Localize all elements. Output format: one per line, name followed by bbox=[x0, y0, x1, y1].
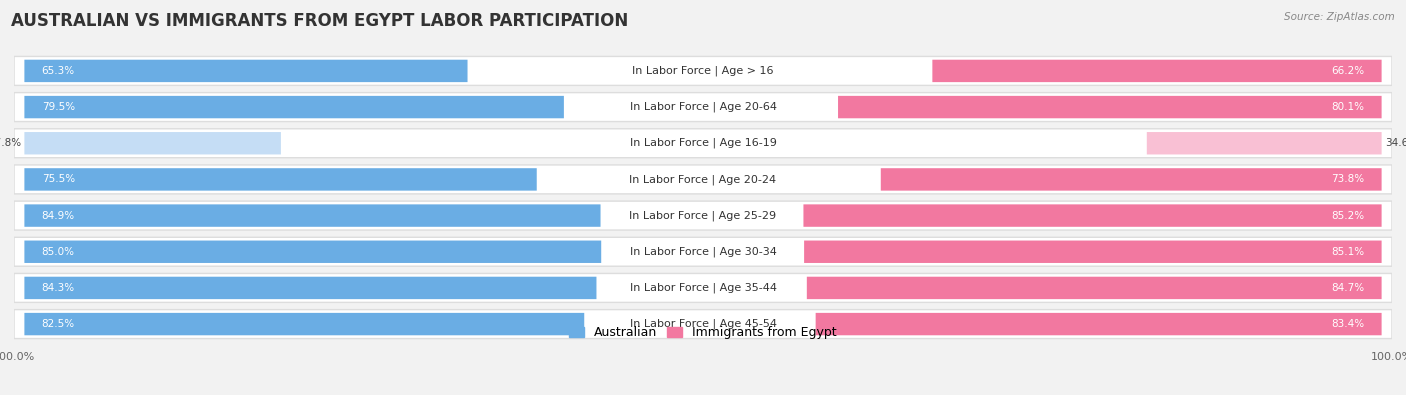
Text: 37.8%: 37.8% bbox=[0, 138, 21, 148]
Text: In Labor Force | Age 45-54: In Labor Force | Age 45-54 bbox=[630, 319, 776, 329]
Text: In Labor Force | Age 20-64: In Labor Force | Age 20-64 bbox=[630, 102, 776, 112]
FancyBboxPatch shape bbox=[24, 60, 468, 82]
FancyBboxPatch shape bbox=[24, 313, 585, 335]
FancyBboxPatch shape bbox=[815, 313, 1382, 335]
FancyBboxPatch shape bbox=[14, 56, 1392, 85]
FancyBboxPatch shape bbox=[803, 204, 1382, 227]
FancyBboxPatch shape bbox=[14, 92, 1392, 122]
FancyBboxPatch shape bbox=[24, 241, 602, 263]
Text: 85.1%: 85.1% bbox=[1331, 247, 1364, 257]
Text: In Labor Force | Age 16-19: In Labor Force | Age 16-19 bbox=[630, 138, 776, 149]
FancyBboxPatch shape bbox=[14, 273, 1392, 303]
Text: 34.6%: 34.6% bbox=[1385, 138, 1406, 148]
FancyBboxPatch shape bbox=[14, 165, 1392, 194]
FancyBboxPatch shape bbox=[24, 277, 596, 299]
FancyBboxPatch shape bbox=[14, 237, 1392, 266]
Text: 73.8%: 73.8% bbox=[1331, 175, 1364, 184]
Text: 80.1%: 80.1% bbox=[1331, 102, 1364, 112]
Text: 79.5%: 79.5% bbox=[42, 102, 75, 112]
FancyBboxPatch shape bbox=[838, 96, 1382, 118]
Text: 84.9%: 84.9% bbox=[42, 211, 75, 220]
Text: 75.5%: 75.5% bbox=[42, 175, 75, 184]
Text: 84.3%: 84.3% bbox=[42, 283, 75, 293]
Text: In Labor Force | Age 30-34: In Labor Force | Age 30-34 bbox=[630, 246, 776, 257]
FancyBboxPatch shape bbox=[804, 241, 1382, 263]
FancyBboxPatch shape bbox=[14, 201, 1392, 230]
FancyBboxPatch shape bbox=[14, 310, 1392, 339]
FancyBboxPatch shape bbox=[14, 129, 1392, 158]
Text: Source: ZipAtlas.com: Source: ZipAtlas.com bbox=[1284, 12, 1395, 22]
FancyBboxPatch shape bbox=[24, 132, 281, 154]
FancyBboxPatch shape bbox=[24, 204, 600, 227]
Text: 85.0%: 85.0% bbox=[42, 247, 75, 257]
Text: AUSTRALIAN VS IMMIGRANTS FROM EGYPT LABOR PARTICIPATION: AUSTRALIAN VS IMMIGRANTS FROM EGYPT LABO… bbox=[11, 12, 628, 30]
Text: 85.2%: 85.2% bbox=[1331, 211, 1364, 220]
Text: In Labor Force | Age > 16: In Labor Force | Age > 16 bbox=[633, 66, 773, 76]
Text: In Labor Force | Age 25-29: In Labor Force | Age 25-29 bbox=[630, 210, 776, 221]
Text: 84.7%: 84.7% bbox=[1331, 283, 1364, 293]
FancyBboxPatch shape bbox=[932, 60, 1382, 82]
Text: In Labor Force | Age 35-44: In Labor Force | Age 35-44 bbox=[630, 283, 776, 293]
FancyBboxPatch shape bbox=[24, 96, 564, 118]
Text: 65.3%: 65.3% bbox=[42, 66, 75, 76]
Text: 83.4%: 83.4% bbox=[1331, 319, 1364, 329]
FancyBboxPatch shape bbox=[807, 277, 1382, 299]
Text: 66.2%: 66.2% bbox=[1331, 66, 1364, 76]
Legend: Australian, Immigrants from Egypt: Australian, Immigrants from Egypt bbox=[564, 322, 842, 344]
FancyBboxPatch shape bbox=[880, 168, 1382, 191]
FancyBboxPatch shape bbox=[1147, 132, 1382, 154]
FancyBboxPatch shape bbox=[24, 168, 537, 191]
Text: In Labor Force | Age 20-24: In Labor Force | Age 20-24 bbox=[630, 174, 776, 185]
Text: 82.5%: 82.5% bbox=[42, 319, 75, 329]
